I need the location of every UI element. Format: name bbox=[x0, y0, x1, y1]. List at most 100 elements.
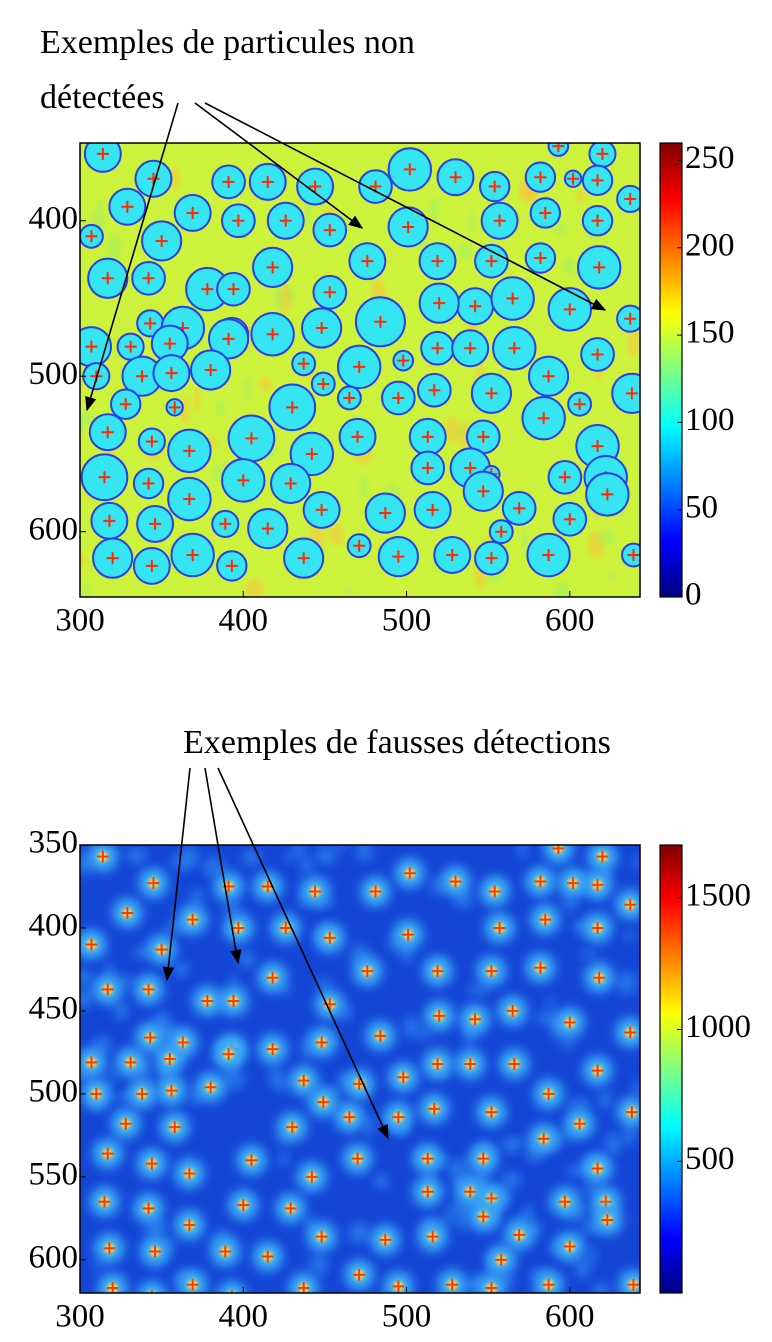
detection-marker bbox=[534, 171, 547, 184]
detection-marker bbox=[542, 1087, 555, 1100]
detection-marker bbox=[186, 913, 199, 926]
texture bbox=[268, 1064, 284, 1089]
detection-marker bbox=[567, 877, 580, 890]
detection-marker bbox=[374, 1029, 387, 1042]
detection-marker bbox=[124, 1056, 137, 1069]
detection-marker bbox=[485, 552, 498, 565]
detection-marker bbox=[286, 1121, 299, 1134]
detection-marker bbox=[279, 921, 292, 934]
detection-marker bbox=[106, 1282, 119, 1293]
texture bbox=[468, 211, 476, 234]
detection-marker bbox=[323, 931, 336, 944]
detection-marker bbox=[261, 522, 274, 535]
texture bbox=[202, 857, 225, 877]
detection-marker bbox=[222, 1048, 235, 1061]
detection-marker bbox=[142, 983, 155, 996]
detection-marker bbox=[101, 983, 114, 996]
detection-marker bbox=[119, 398, 132, 411]
texture bbox=[304, 197, 312, 228]
detection-marker bbox=[149, 1245, 162, 1258]
x-tick-label: 500 bbox=[382, 603, 432, 639]
detection-marker bbox=[542, 370, 555, 383]
detection-marker bbox=[446, 549, 459, 562]
texture bbox=[228, 975, 239, 987]
detection-marker bbox=[147, 172, 160, 185]
detection-marker bbox=[266, 1043, 279, 1056]
detection-marker bbox=[624, 192, 637, 205]
detection-marker bbox=[464, 1185, 477, 1198]
detection-marker bbox=[90, 1087, 103, 1100]
detection-marker bbox=[428, 1102, 441, 1115]
texture bbox=[335, 845, 346, 851]
y-tick-label: 550 bbox=[29, 1156, 79, 1192]
detection-marker bbox=[563, 303, 576, 316]
y-tick-label: 600 bbox=[29, 1239, 79, 1275]
detection-marker bbox=[426, 1230, 439, 1243]
detection-marker bbox=[596, 850, 609, 863]
detection-marker bbox=[186, 1278, 199, 1291]
detection-marker bbox=[403, 163, 416, 176]
x-tick-label: 400 bbox=[219, 603, 269, 639]
detection-marker bbox=[542, 1278, 555, 1291]
texture bbox=[80, 989, 94, 1009]
detection-marker bbox=[591, 440, 604, 453]
detection-marker bbox=[449, 875, 462, 888]
annotation: Exemples de particules non bbox=[40, 24, 415, 61]
axes-frame bbox=[79, 142, 641, 598]
detection-marker bbox=[558, 471, 571, 484]
detection-marker bbox=[136, 370, 149, 383]
detection-marker bbox=[431, 342, 444, 355]
texture bbox=[580, 950, 598, 959]
detection-marker bbox=[119, 1117, 132, 1130]
y-tick-label: 500 bbox=[29, 356, 79, 392]
detection-marker bbox=[315, 503, 328, 516]
particle-blob bbox=[137, 1281, 167, 1293]
detection-marker bbox=[379, 1233, 392, 1246]
texture bbox=[574, 191, 587, 202]
texture bbox=[300, 855, 313, 875]
detection-marker bbox=[225, 559, 238, 572]
texture bbox=[373, 1174, 390, 1189]
detection-marker bbox=[539, 206, 552, 219]
detection-marker bbox=[286, 401, 299, 414]
detection-marker bbox=[222, 175, 235, 188]
x-tick-label: 600 bbox=[545, 603, 595, 639]
detection-marker bbox=[183, 444, 196, 457]
detection-marker bbox=[163, 1053, 176, 1066]
texture bbox=[222, 901, 243, 915]
detection-marker bbox=[323, 286, 336, 299]
colorbar-tick-label: 250 bbox=[685, 140, 735, 176]
detection-marker bbox=[284, 477, 297, 490]
texture bbox=[553, 581, 572, 597]
detection-marker bbox=[591, 214, 604, 227]
texture bbox=[588, 1245, 598, 1266]
detection-marker bbox=[477, 1210, 490, 1223]
texture bbox=[428, 197, 440, 220]
detection-marker bbox=[144, 317, 157, 330]
texture bbox=[561, 897, 578, 912]
texture bbox=[605, 1132, 622, 1155]
detection-marker bbox=[534, 252, 547, 265]
detection-marker bbox=[534, 961, 547, 974]
detection-marker bbox=[227, 994, 240, 1007]
y-tick-label: 450 bbox=[29, 991, 79, 1027]
detection-marker bbox=[98, 1195, 111, 1208]
detection-marker bbox=[539, 913, 552, 926]
texture bbox=[592, 1282, 610, 1293]
detection-marker bbox=[431, 255, 444, 268]
colorbar-tick-label: 0 bbox=[685, 577, 702, 613]
texture bbox=[278, 1150, 289, 1166]
texture bbox=[535, 1011, 559, 1026]
detection-marker bbox=[431, 1058, 444, 1071]
detection-marker bbox=[627, 549, 640, 562]
detection-marker bbox=[232, 214, 245, 227]
texture bbox=[553, 222, 568, 236]
detection-marker bbox=[421, 461, 434, 474]
detection-marker bbox=[379, 507, 392, 520]
detection-marker bbox=[261, 175, 274, 188]
detection-marker bbox=[446, 1278, 459, 1291]
detection-marker bbox=[353, 1268, 366, 1281]
detection-marker bbox=[485, 1192, 498, 1205]
detection-marker bbox=[204, 364, 217, 376]
detection-marker bbox=[353, 360, 366, 373]
